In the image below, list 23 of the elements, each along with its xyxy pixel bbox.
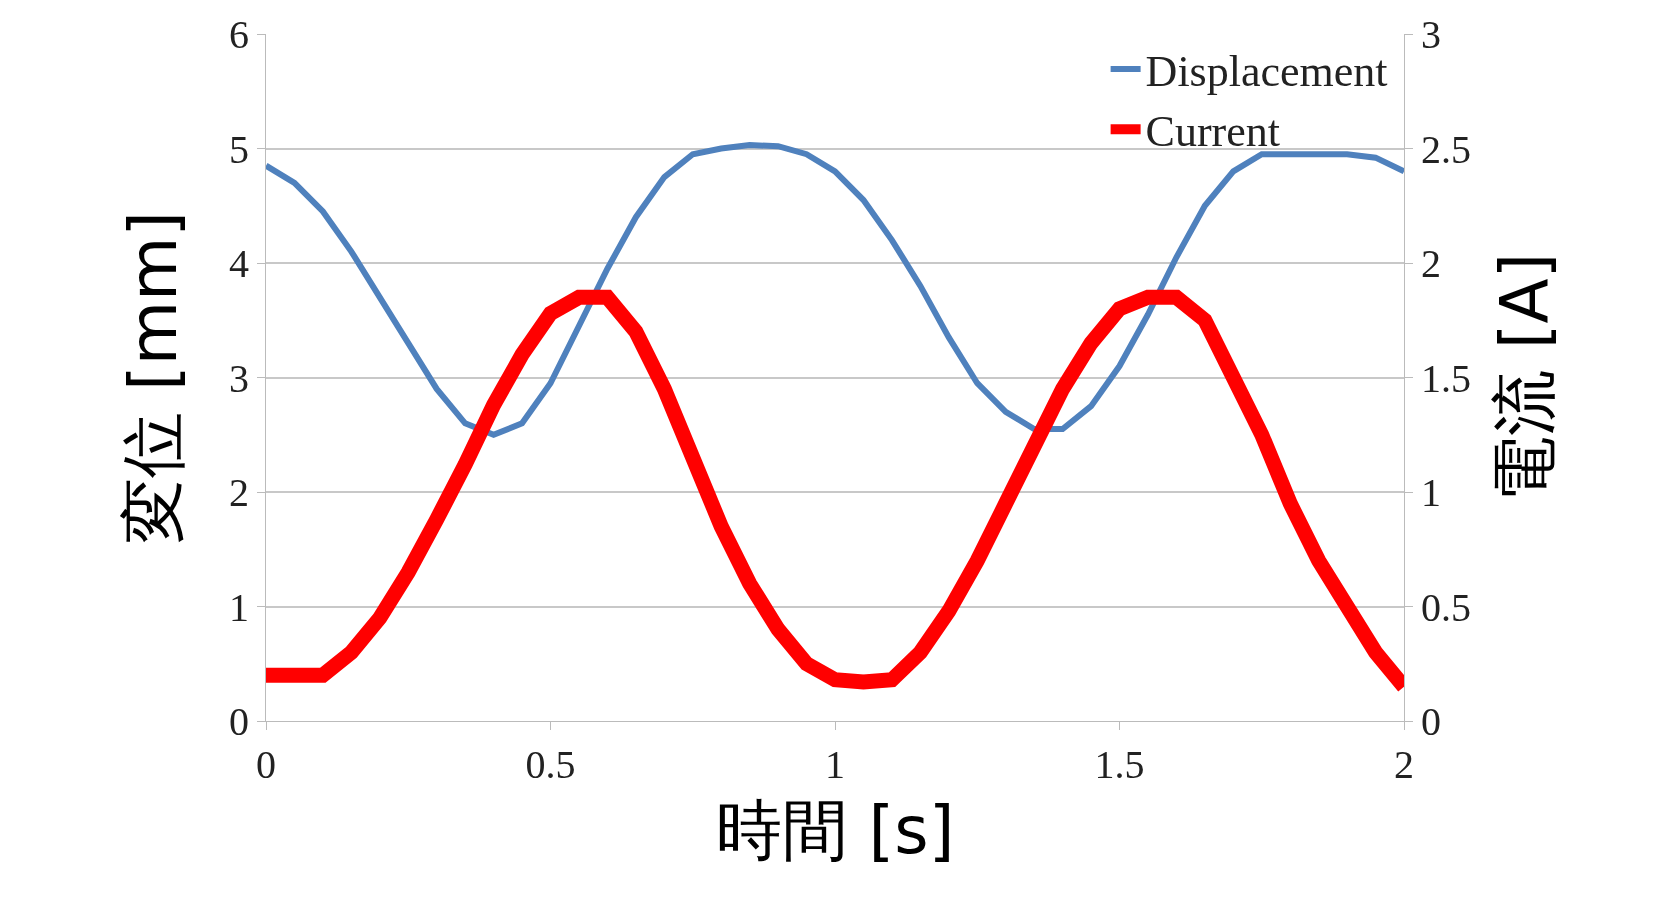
y-tick-label: 2: [229, 470, 249, 515]
legend-label: Current: [1145, 107, 1281, 157]
y-tick-label: 1: [229, 584, 249, 630]
y2-tick-label: 0: [1421, 699, 1441, 744]
y-tick-label: 4: [229, 241, 249, 286]
y2-tick-label: 3: [1421, 12, 1441, 57]
y2-axis-title: 電流 [A]: [1485, 252, 1563, 503]
y-tick-label: 0: [229, 699, 249, 744]
x-axis-title: 時間 [s]: [715, 791, 955, 869]
y2-tick-label: 2.5: [1421, 126, 1471, 172]
y2-tick-label: 2: [1421, 241, 1441, 286]
y-tick-label: 5: [229, 126, 249, 172]
y-tick-label: 6: [229, 12, 249, 57]
y2-tick-label: 1.5: [1421, 355, 1471, 401]
x-tick-label: 1.5: [1094, 742, 1145, 787]
y2-tick-label: 0.5: [1421, 584, 1471, 630]
x-tick-label: 0.5: [525, 742, 576, 787]
x-tick-label: 1: [825, 742, 845, 787]
y-axis-title: 変位 [mm]: [115, 210, 193, 545]
y-tick-label: 3: [229, 355, 249, 401]
y2-tick-label: 1: [1421, 470, 1441, 515]
x-tick-label: 2: [1394, 742, 1414, 787]
legend-label: Displacement: [1145, 47, 1388, 97]
